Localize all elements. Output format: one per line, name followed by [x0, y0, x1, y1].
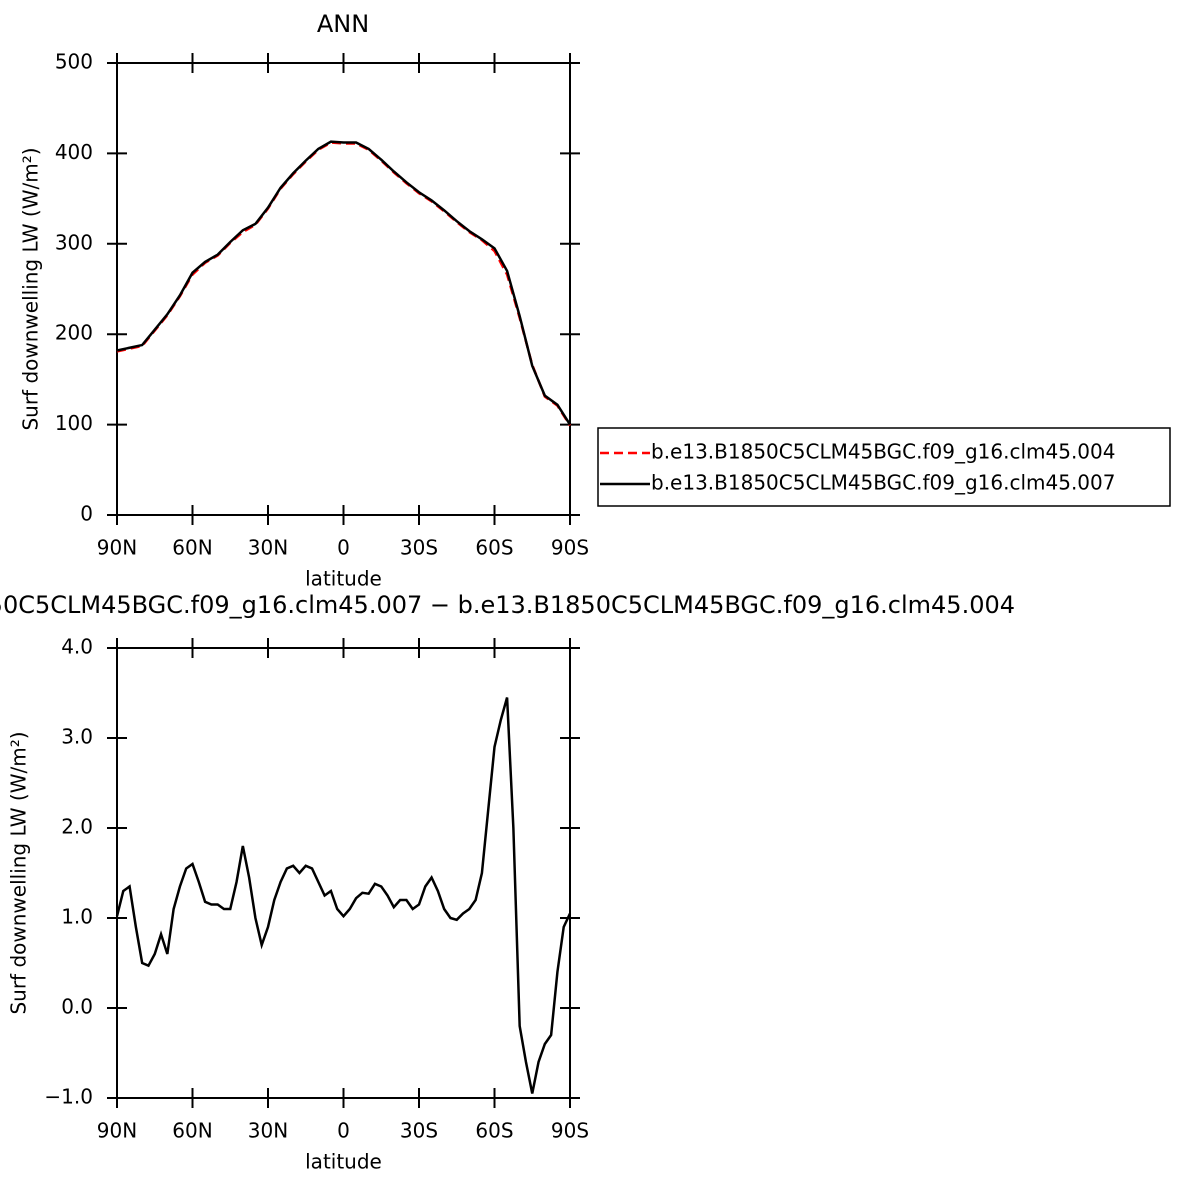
x-tick-label: 60N [172, 1119, 212, 1143]
x-tick-label: 30N [248, 536, 288, 560]
y-tick-label: 0.0 [61, 995, 93, 1019]
x-tick-label: 90S [551, 536, 589, 560]
x-tick-label: 30S [400, 1119, 438, 1143]
y-tick-label: 3.0 [61, 725, 93, 749]
x-tick-label: 60N [172, 536, 212, 560]
x-tick-label: 30N [248, 1119, 288, 1143]
chart-title: b.e13.B1850C5CLM45BGC.f09_g16.clm45.007 … [0, 591, 1015, 619]
x-tick-label: 90S [551, 1119, 589, 1143]
x-axis-label: latitude [305, 567, 382, 591]
data-line [116, 140, 572, 426]
x-tick-label: 60S [475, 1119, 513, 1143]
y-tick-label: 400 [55, 140, 93, 164]
y-tick-label: 1.0 [61, 905, 93, 929]
y-tick-label: 300 [55, 230, 93, 254]
x-axis-label: latitude [305, 1150, 382, 1174]
plot-frame [116, 62, 571, 516]
data-line [115, 697, 572, 1094]
y-tick-label: 500 [55, 50, 93, 74]
y-tick-label: 200 [55, 321, 93, 345]
x-tick-label: 0 [337, 1119, 350, 1143]
legend-box [597, 427, 1171, 507]
plot-frame [116, 647, 571, 1099]
y-axis-label: Surf downwelling LW (W/m²) [19, 147, 43, 430]
x-tick-label: 60S [475, 536, 513, 560]
x-tick-label: 0 [337, 536, 350, 560]
chart-title: ANN [317, 10, 369, 38]
y-tick-label: 2.0 [61, 815, 93, 839]
x-tick-label: 90N [97, 1119, 137, 1143]
legend-label: b.e13.B1850C5CLM45BGC.f09_g16.clm45.004 [651, 440, 1115, 464]
y-tick-label: 0 [80, 502, 93, 526]
y-tick-label: 4.0 [61, 635, 93, 659]
x-tick-label: 30S [400, 536, 438, 560]
y-tick-label: 100 [55, 411, 93, 435]
y-axis-label: Surf downwelling LW (W/m²) [7, 731, 31, 1014]
legend-label: b.e13.B1850C5CLM45BGC.f09_g16.clm45.007 [651, 471, 1115, 495]
y-tick-label: −1.0 [44, 1085, 93, 1109]
x-tick-label: 90N [97, 536, 137, 560]
